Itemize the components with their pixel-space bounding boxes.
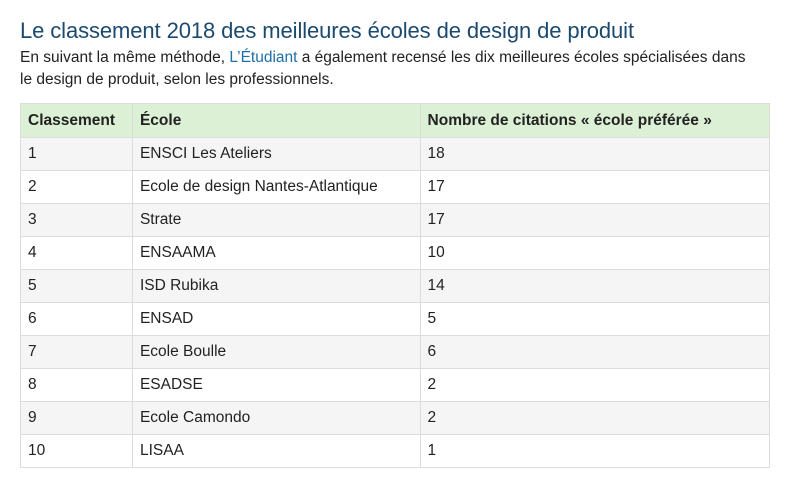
table-row: 2 Ecole de design Nantes-Atlantique 17	[20, 170, 771, 204]
citations-cell: 2	[419, 401, 771, 435]
school-cell: LISAA	[131, 434, 421, 468]
citations-cell: 5	[419, 302, 771, 336]
column-header-citations: Nombre de citations « école préférée »	[419, 103, 771, 138]
school-cell: ENSCI Les Ateliers	[131, 137, 421, 171]
rank-cell: 1	[20, 137, 133, 171]
rank-cell: 2	[20, 170, 133, 204]
citations-cell: 6	[419, 335, 771, 369]
citations-cell: 2	[419, 368, 771, 402]
school-cell: Strate	[131, 203, 421, 237]
table-row: 8 ESADSE 2	[20, 368, 771, 402]
citations-cell: 14	[419, 269, 771, 303]
rank-cell: 5	[20, 269, 133, 303]
letudiant-link[interactable]: L’Étudiant	[229, 49, 298, 66]
rank-cell: 4	[20, 236, 133, 270]
table-row: 7 Ecole Boulle 6	[20, 335, 771, 369]
rank-cell: 10	[20, 434, 133, 468]
school-cell: Ecole Boulle	[131, 335, 421, 369]
table-row: 10 LISAA 1	[20, 434, 771, 468]
ranking-table: Classement École Nombre de citations « é…	[20, 103, 771, 468]
column-header-ecole: École	[131, 103, 421, 138]
school-cell: Ecole de design Nantes-Atlantique	[131, 170, 421, 204]
school-cell: ISD Rubika	[131, 269, 421, 303]
intro-text-end: a également recensé les dix meilleures é…	[20, 49, 746, 88]
rank-cell: 7	[20, 335, 133, 369]
page-title: Le classement 2018 des meilleures écoles…	[20, 18, 634, 43]
table-row: 5 ISD Rubika 14	[20, 269, 771, 303]
table-header-row: Classement École Nombre de citations « é…	[20, 103, 771, 138]
school-cell: ESADSE	[131, 368, 421, 402]
table-row: 4 ENSAAMA 10	[20, 236, 771, 270]
citations-cell: 18	[419, 137, 771, 171]
table-row: 9 Ecole Camondo 2	[20, 401, 771, 435]
table-row: 3 Strate 17	[20, 203, 771, 237]
rank-cell: 8	[20, 368, 133, 402]
citations-cell: 1	[419, 434, 771, 468]
rank-cell: 3	[20, 203, 133, 237]
intro-text-start: En suivant la même méthode,	[20, 49, 230, 66]
school-cell: ENSAD	[131, 302, 421, 336]
citations-cell: 17	[419, 203, 771, 237]
table-row: 6 ENSAD 5	[20, 302, 771, 336]
school-cell: ENSAAMA	[131, 236, 421, 270]
column-header-classement: Classement	[20, 103, 133, 138]
citations-cell: 17	[419, 170, 771, 204]
rank-cell: 9	[20, 401, 133, 435]
intro-paragraph: En suivant la même méthode, L’Étudiant a…	[20, 47, 760, 91]
rank-cell: 6	[20, 302, 133, 336]
school-cell: Ecole Camondo	[131, 401, 421, 435]
article: Le classement 2018 des meilleures écoles…	[20, 18, 771, 468]
table-row: 1 ENSCI Les Ateliers 18	[20, 137, 771, 171]
citations-cell: 10	[419, 236, 771, 270]
